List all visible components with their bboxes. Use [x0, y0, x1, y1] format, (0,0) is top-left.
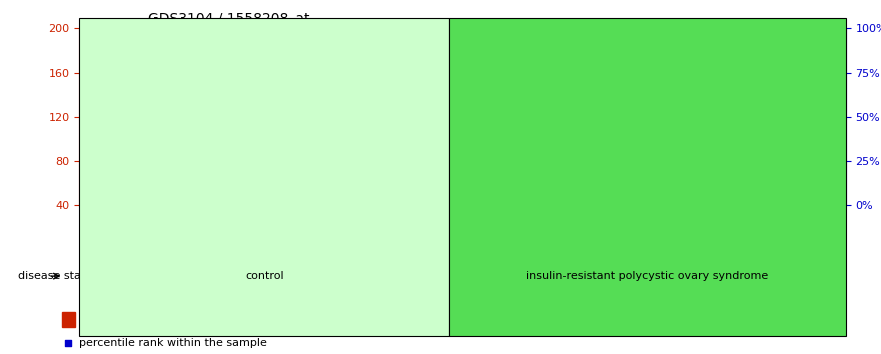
- Text: percentile rank within the sample: percentile rank within the sample: [79, 338, 267, 348]
- Bar: [248, 39, 261, 205]
- Point: [377, 96, 391, 102]
- Bar: [430, 58, 443, 205]
- Bar: [795, 14, 808, 205]
- Point: [820, 105, 834, 111]
- Bar: [352, 96, 365, 205]
- Bar: [456, 14, 469, 205]
- Point: [743, 91, 757, 97]
- Bar: [612, 26, 626, 205]
- Bar: [91, 34, 104, 205]
- Bar: [534, 84, 547, 205]
- Point: [273, 56, 287, 61]
- Text: insulin-resistant polycystic ovary syndrome: insulin-resistant polycystic ovary syndr…: [527, 271, 768, 281]
- Point: [716, 96, 730, 102]
- Bar: [196, 53, 208, 205]
- Point: [638, 103, 652, 109]
- Point: [612, 66, 626, 72]
- Point: [455, 61, 470, 67]
- Bar: [639, 109, 652, 205]
- Point: [482, 82, 496, 88]
- Bar: [743, 62, 756, 205]
- Point: [221, 89, 235, 95]
- Text: disease state: disease state: [18, 271, 92, 281]
- Point: [690, 63, 704, 68]
- Bar: [717, 24, 729, 205]
- Point: [168, 121, 182, 127]
- Bar: [691, 3, 704, 205]
- Bar: [117, 92, 130, 205]
- Point: [299, 125, 313, 130]
- Point: [247, 66, 261, 72]
- Bar: [560, 37, 574, 205]
- Bar: [326, 93, 338, 205]
- Bar: [664, 62, 677, 205]
- Bar: [143, 64, 156, 205]
- Bar: [769, 59, 782, 205]
- Point: [325, 95, 339, 100]
- Point: [664, 123, 678, 129]
- Point: [195, 82, 209, 88]
- Point: [352, 105, 366, 111]
- Bar: [587, 109, 599, 205]
- Point: [507, 79, 522, 84]
- Bar: [508, 81, 522, 205]
- Point: [116, 93, 130, 98]
- Point: [91, 70, 105, 75]
- Bar: [62, 312, 75, 327]
- Point: [534, 102, 548, 107]
- Point: [586, 118, 600, 123]
- Bar: [378, 72, 391, 205]
- Point: [429, 79, 443, 84]
- Point: [403, 89, 418, 95]
- Bar: [221, 56, 234, 205]
- Point: [795, 72, 809, 77]
- Text: count: count: [79, 314, 111, 325]
- Bar: [821, 79, 834, 205]
- Point: [768, 87, 782, 93]
- Text: control: control: [245, 271, 284, 281]
- Text: GDS3104 / 1558208_at: GDS3104 / 1558208_at: [148, 12, 310, 26]
- Bar: [482, 51, 495, 205]
- Point: [143, 84, 157, 90]
- Bar: [300, 126, 313, 205]
- Bar: [169, 119, 182, 205]
- Point: [559, 70, 574, 75]
- Bar: [403, 75, 417, 205]
- Bar: [273, 0, 286, 205]
